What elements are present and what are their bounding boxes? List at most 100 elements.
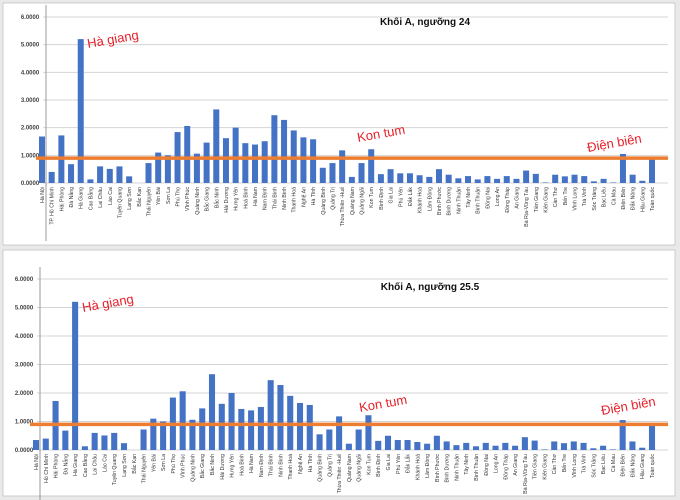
bar	[552, 174, 559, 183]
x-tick-label: Hải Dương	[224, 187, 230, 213]
x-tick-label: Phú Yên	[396, 454, 402, 474]
x-tick-label: Đà Nẵng	[62, 454, 69, 475]
x-tick-label: Ninh Bình	[278, 454, 284, 477]
x-tick-label: Quảng Ngãi	[360, 187, 366, 215]
x-tick-label: Gia Lai	[386, 454, 392, 470]
bar	[345, 443, 352, 450]
bar	[619, 153, 626, 183]
x-tick-label: Ninh Thuận	[454, 454, 460, 481]
bar	[600, 178, 607, 183]
bar	[455, 178, 462, 183]
bar	[570, 441, 577, 450]
bar	[482, 442, 489, 450]
x-tick-label: Thái Nguyên	[142, 454, 148, 484]
x-tick-label: Lâm Đồng	[427, 187, 433, 211]
bar	[397, 173, 404, 183]
bar	[208, 374, 216, 450]
x-tick-label: Sóc Trăng	[591, 454, 597, 478]
bar	[512, 445, 519, 450]
bar	[541, 449, 548, 450]
x-tick-label: Toàn quốc	[650, 187, 656, 211]
x-tick-label: Thừa Thiên -Huế	[337, 454, 343, 494]
bar	[42, 438, 49, 450]
bar	[140, 429, 147, 450]
x-tick-label: Khánh Hoà	[418, 187, 424, 213]
bar	[502, 442, 509, 450]
x-tick-label: Điện Biên	[621, 454, 627, 477]
x-tick-label: Bình Định	[376, 454, 382, 477]
bar	[160, 421, 167, 450]
x-tick-label: Khánh Hoà	[415, 454, 421, 480]
x-tick-label: Thái Nguyên	[147, 187, 153, 217]
x-tick-label: Nghệ An	[301, 187, 307, 207]
x-tick-label: Phú Thọ	[176, 187, 182, 207]
x-tick-label: Đắk Lắk	[405, 454, 412, 473]
bar	[571, 174, 578, 183]
bar	[600, 445, 607, 450]
y-tick-label: 4.0000	[15, 334, 34, 340]
bar	[116, 166, 123, 183]
x-tick-label: Trà Vinh	[582, 187, 588, 206]
x-tick-label: Hải Phòng	[54, 454, 60, 478]
bar	[561, 176, 568, 183]
bar	[150, 418, 157, 450]
x-tick-label: Cao Bằng	[87, 187, 94, 210]
x-tick-label: Đắk Lắk	[407, 187, 414, 206]
x-tick-label: Lào Cai	[108, 187, 114, 205]
bar	[484, 176, 491, 183]
y-tick-label: 0.0000	[21, 181, 40, 187]
x-tick-label: Hà Giang	[79, 187, 85, 209]
y-tick-label: 2.0000	[21, 126, 40, 132]
x-tick-label: Điện Biên	[621, 187, 627, 210]
bar	[639, 180, 646, 183]
x-tick-label: Quảng Nam	[350, 187, 356, 215]
bar	[580, 442, 587, 450]
chart-panel-bottom	[2, 249, 676, 497]
x-tick-label: Bạc Liêu	[601, 454, 607, 474]
x-tick-label: Trà Vinh	[582, 454, 588, 473]
x-tick-label: Phú Yên	[398, 187, 404, 207]
bar	[358, 163, 365, 183]
bar	[639, 447, 646, 450]
bar	[435, 169, 442, 183]
x-tick-label: Vĩnh Long	[572, 454, 578, 478]
x-tick-label: Kon Tum	[369, 187, 375, 208]
x-tick-label: Ninh Thuận	[456, 187, 462, 214]
bar	[277, 385, 284, 450]
bar	[306, 404, 313, 450]
bar	[503, 176, 510, 183]
bar	[316, 434, 323, 450]
bar	[319, 167, 326, 183]
bar	[126, 176, 133, 183]
y-tick-label: 5.0000	[15, 306, 34, 312]
x-tick-label: An Giang	[513, 454, 519, 476]
x-tick-label: Đà Nẵng	[68, 187, 75, 208]
x-tick-label: Hậu Giang	[640, 454, 646, 479]
x-tick-label: Lạng Sơn	[122, 454, 128, 477]
x-tick-label: Nam Định	[263, 187, 269, 210]
x-tick-label: Hải Dương	[220, 454, 226, 480]
x-tick-label: Yên Bái	[156, 187, 162, 205]
bar	[203, 142, 210, 183]
bar	[619, 420, 626, 450]
bar	[72, 301, 79, 450]
x-tick-label: Thanh Hoá	[288, 454, 294, 480]
bar	[261, 141, 268, 183]
x-tick-label: Lai Châu	[93, 454, 99, 475]
bar	[296, 402, 304, 450]
bar	[375, 440, 382, 450]
bar	[238, 408, 245, 450]
x-tick-label: Bắc Giang	[204, 187, 211, 211]
x-tick-label: Bình Dương	[445, 454, 451, 483]
bar	[453, 445, 460, 450]
bar	[213, 109, 220, 183]
x-tick-label: Đồng Tháp	[503, 454, 509, 480]
bar	[271, 115, 278, 183]
bar	[81, 446, 88, 450]
bar	[68, 164, 75, 183]
bar	[513, 178, 520, 183]
x-tick-label: Nam Định	[259, 454, 265, 477]
x-tick-label: Kon Tum	[366, 454, 372, 475]
bar	[494, 178, 501, 183]
bar	[339, 150, 346, 183]
